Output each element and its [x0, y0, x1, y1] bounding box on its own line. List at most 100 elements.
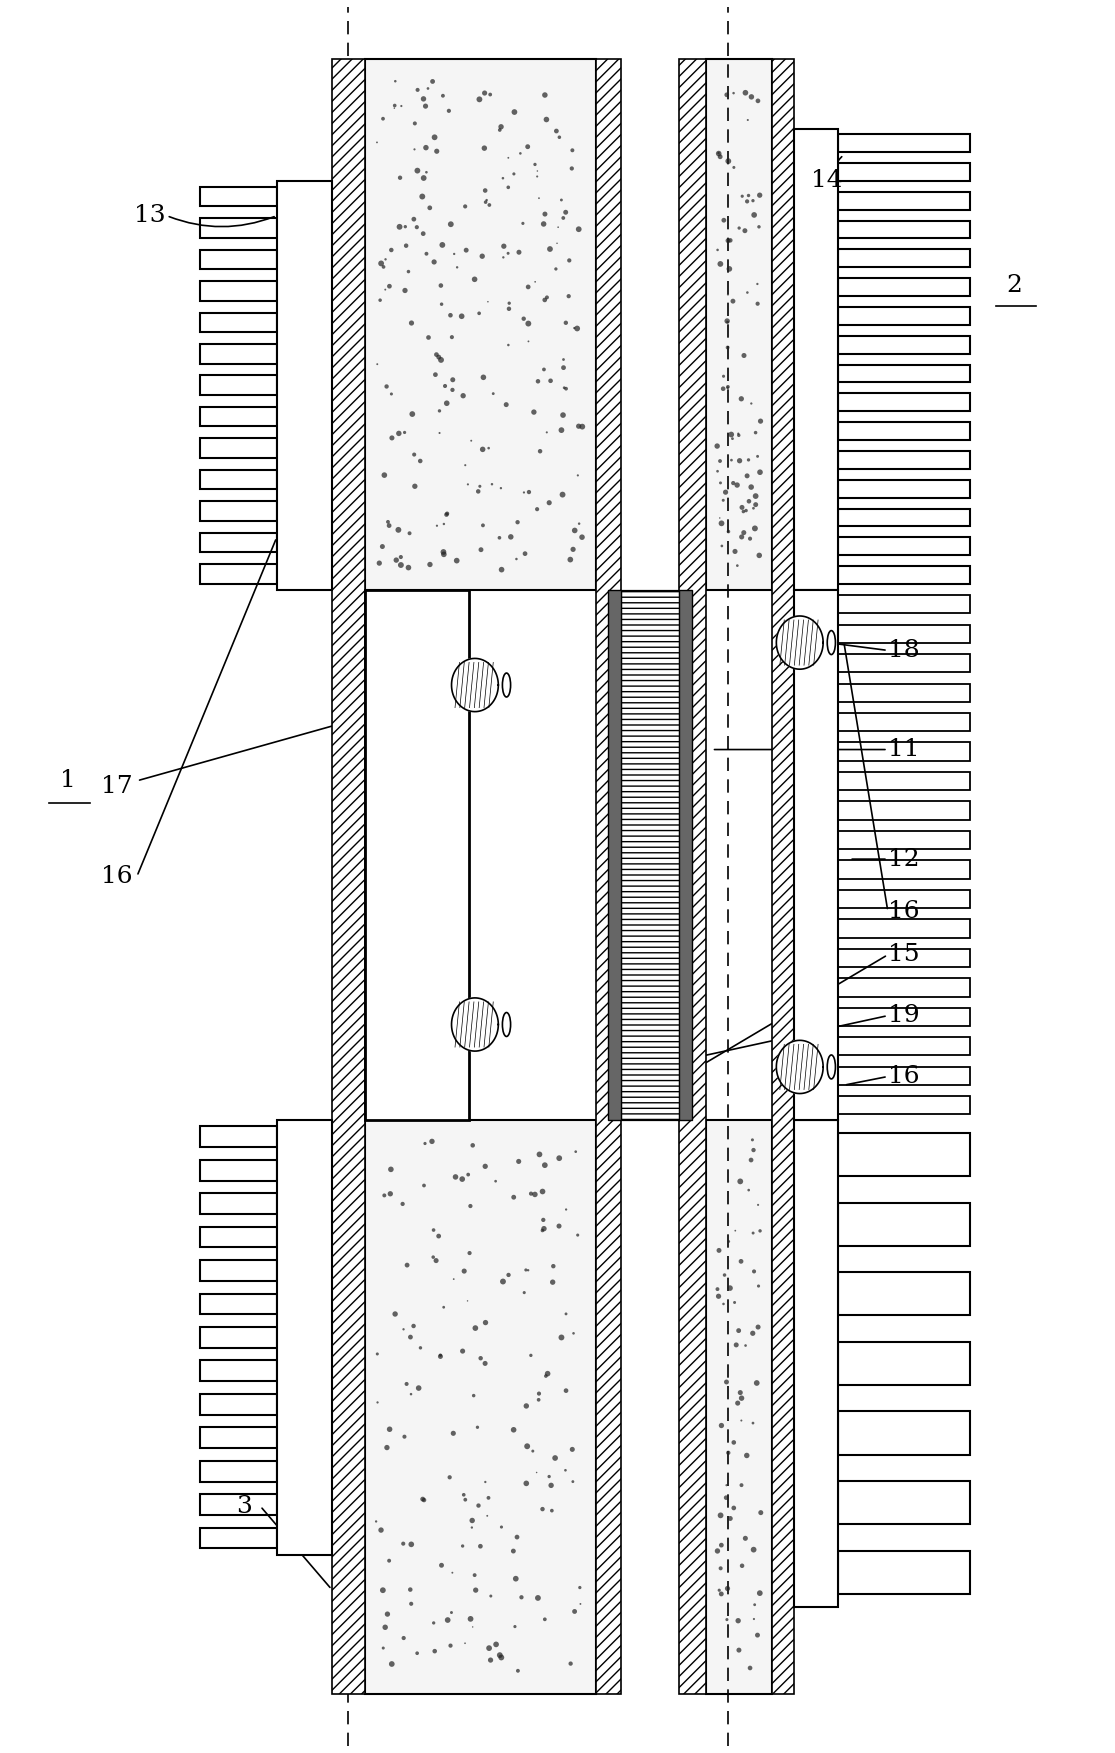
- Point: [401, 1576, 419, 1604]
- Point: [391, 543, 409, 571]
- Point: [520, 328, 537, 356]
- Point: [536, 1606, 554, 1634]
- Point: [554, 480, 572, 508]
- Point: [369, 1388, 387, 1416]
- Point: [529, 368, 546, 396]
- Point: [458, 1287, 476, 1315]
- Point: [530, 1380, 547, 1408]
- Point: [724, 424, 741, 452]
- Point: [719, 226, 737, 254]
- Point: [737, 1332, 755, 1360]
- Point: [378, 1434, 396, 1462]
- Point: [454, 1338, 472, 1366]
- Point: [748, 1622, 766, 1650]
- Point: [372, 1516, 390, 1544]
- Point: [440, 1464, 458, 1492]
- Point: [549, 230, 566, 258]
- Point: [748, 289, 766, 317]
- Point: [426, 1637, 444, 1665]
- Point: [472, 1345, 489, 1373]
- Point: [711, 1555, 729, 1583]
- Point: [396, 419, 414, 447]
- Point: [749, 1313, 767, 1341]
- Point: [392, 91, 410, 119]
- Point: [466, 265, 484, 293]
- Point: [744, 1125, 762, 1153]
- Point: [403, 1590, 420, 1618]
- Point: [711, 468, 729, 496]
- Point: [745, 1257, 763, 1285]
- Point: [749, 88, 767, 116]
- Point: [510, 1657, 527, 1685]
- Point: [573, 522, 591, 550]
- Point: [476, 1350, 494, 1378]
- Point: [733, 522, 750, 550]
- Point: [515, 1278, 533, 1306]
- Point: [425, 1243, 443, 1271]
- Point: [370, 549, 388, 577]
- Point: [460, 1239, 478, 1267]
- Point: [719, 517, 737, 545]
- Point: [406, 109, 424, 137]
- Point: [512, 140, 530, 168]
- Point: [735, 498, 753, 526]
- Point: [487, 1630, 505, 1658]
- Point: [430, 344, 448, 372]
- Point: [712, 1579, 730, 1608]
- Point: [517, 1469, 535, 1497]
- Point: [411, 447, 429, 475]
- Point: [520, 1257, 537, 1285]
- Point: [723, 445, 740, 473]
- Point: [725, 79, 743, 107]
- Point: [526, 151, 544, 179]
- Point: [747, 491, 765, 519]
- Point: [408, 214, 426, 242]
- Point: [403, 1530, 420, 1558]
- Point: [454, 1166, 472, 1194]
- Point: [743, 1146, 760, 1175]
- Point: [477, 188, 495, 216]
- Point: [396, 1423, 414, 1451]
- Point: [456, 1629, 474, 1657]
- Point: [486, 1167, 504, 1196]
- Point: [535, 1215, 553, 1243]
- Text: 16: 16: [888, 899, 920, 922]
- Point: [482, 1581, 500, 1609]
- Point: [741, 524, 759, 552]
- Polygon shape: [332, 60, 365, 1693]
- Point: [395, 1315, 413, 1343]
- Point: [553, 1324, 571, 1352]
- Point: [433, 345, 450, 373]
- Point: [569, 314, 586, 342]
- Point: [387, 67, 405, 95]
- Point: [505, 1416, 523, 1444]
- Point: [743, 389, 760, 417]
- Point: [719, 309, 737, 337]
- Point: [541, 489, 559, 517]
- Ellipse shape: [503, 673, 511, 698]
- Polygon shape: [706, 60, 773, 589]
- Point: [491, 116, 508, 144]
- Text: 14: 14: [811, 170, 842, 193]
- Point: [415, 1171, 433, 1199]
- Point: [375, 1634, 392, 1662]
- Polygon shape: [679, 589, 691, 1120]
- Point: [428, 137, 446, 165]
- Point: [711, 447, 729, 475]
- Point: [546, 1444, 564, 1473]
- Point: [426, 123, 444, 151]
- Point: [462, 1192, 479, 1220]
- Point: [409, 1374, 427, 1402]
- Point: [425, 1217, 443, 1245]
- Point: [502, 522, 520, 550]
- Point: [526, 268, 544, 296]
- Point: [367, 1508, 385, 1536]
- Point: [563, 154, 581, 182]
- Point: [448, 547, 466, 575]
- Point: [398, 1369, 416, 1397]
- Polygon shape: [452, 659, 498, 712]
- Point: [442, 210, 459, 238]
- Point: [529, 163, 546, 191]
- Point: [406, 135, 424, 163]
- Point: [518, 1432, 536, 1460]
